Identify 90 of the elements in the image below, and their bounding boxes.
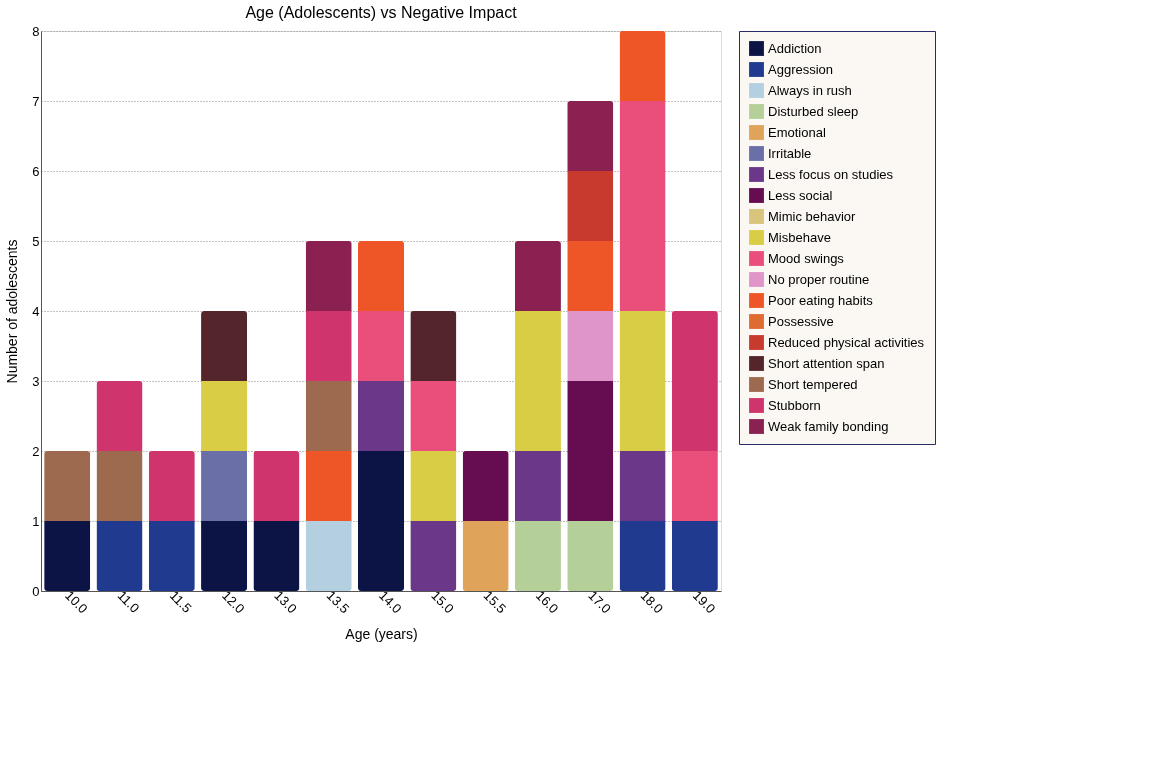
bar [410,451,457,521]
bar [96,451,143,521]
bar [148,521,195,591]
y-tick-label: 7 [32,93,40,109]
bar [201,381,248,451]
bar [567,241,614,311]
bar [357,451,405,591]
bar [567,171,614,241]
y-tick-label: 0 [32,583,40,599]
bar [253,521,300,591]
legend-label: No proper routine [768,271,870,287]
x-tick-label: 17.0 [585,587,614,617]
y-tick-label: 1 [32,513,40,529]
bar [357,241,405,311]
bar [201,311,248,381]
bar [410,381,457,451]
y-tick-label: 3 [32,373,40,389]
x-tick-label: 19.0 [689,587,719,617]
bar [567,521,614,591]
x-tick-label: 11.5 [166,587,195,616]
legend-label: Weak family bonding [768,418,889,434]
bar [619,101,666,311]
bar [462,521,509,591]
legend-label: Less focus on studies [768,166,894,182]
bar [305,521,352,591]
y-tick-label: 5 [32,233,40,249]
legend-label: Disturbed sleep [768,103,859,119]
x-tick-label: 15.0 [428,587,457,617]
y-axis-title: Number of adolescents [4,239,21,384]
bar [44,451,91,521]
bar [514,521,561,591]
legend-label: Short tempered [768,376,858,392]
bar [148,451,195,521]
x-axis-title: Age (years) [345,626,418,643]
bar [619,451,666,521]
bar [96,521,143,591]
legend-label: Misbehave [768,229,831,245]
bar [514,451,561,521]
y-tick-label: 4 [32,303,40,319]
legend-label: Reduced physical activities [768,334,925,350]
bar [305,241,352,311]
bar [567,101,614,171]
chart-title: Age (Adolescents) vs Negative Impact [245,4,518,21]
bar [410,521,457,591]
legend-label: Irritable [768,145,812,161]
x-tick-label: 15.5 [480,587,510,617]
y-tick-label: 8 [32,23,40,39]
x-tick-label: 12.0 [219,587,248,617]
bar [44,521,91,591]
bar [305,311,352,381]
legend-label: Always in rush [768,82,852,98]
bar [357,311,405,381]
x-tick-label: 10.0 [62,587,91,617]
x-tick-label: 13.0 [271,587,300,617]
x-tick-label: 14.0 [376,587,405,617]
bar [514,311,561,451]
bar [567,311,614,381]
bar [201,451,248,521]
bar [96,381,143,451]
legend-label: Short attention span [768,355,885,371]
x-tick-label: 16.0 [532,587,562,617]
bar [357,381,405,451]
legend-label: Stubborn [768,397,821,413]
legend-label: Aggression [768,61,834,77]
y-tick-label: 6 [32,163,40,179]
legend-label: Emotional [768,124,826,140]
legend-label: Mimic behavior [768,208,857,224]
bar [619,521,666,591]
legend-label: Mood swings [768,250,845,266]
x-tick-label: 11.0 [114,587,143,616]
bar [253,451,300,521]
bar [410,311,457,381]
bar [567,381,614,521]
bar [462,451,509,521]
bar [619,31,666,101]
bar [671,311,718,451]
legend-label: Less social [768,187,833,203]
bar [619,311,666,451]
x-tick-label: 18.0 [637,587,667,617]
bar [514,241,561,311]
legend-label: Poor eating habits [768,292,874,308]
legend-label: Addiction [768,40,822,56]
bar [671,521,718,591]
bar [201,521,248,591]
y-tick-label: 2 [32,443,40,459]
x-tick-label: 13.5 [323,587,353,617]
bar [671,451,718,521]
bar [305,381,352,451]
legend-label: Possessive [768,313,834,329]
bar [305,451,352,521]
